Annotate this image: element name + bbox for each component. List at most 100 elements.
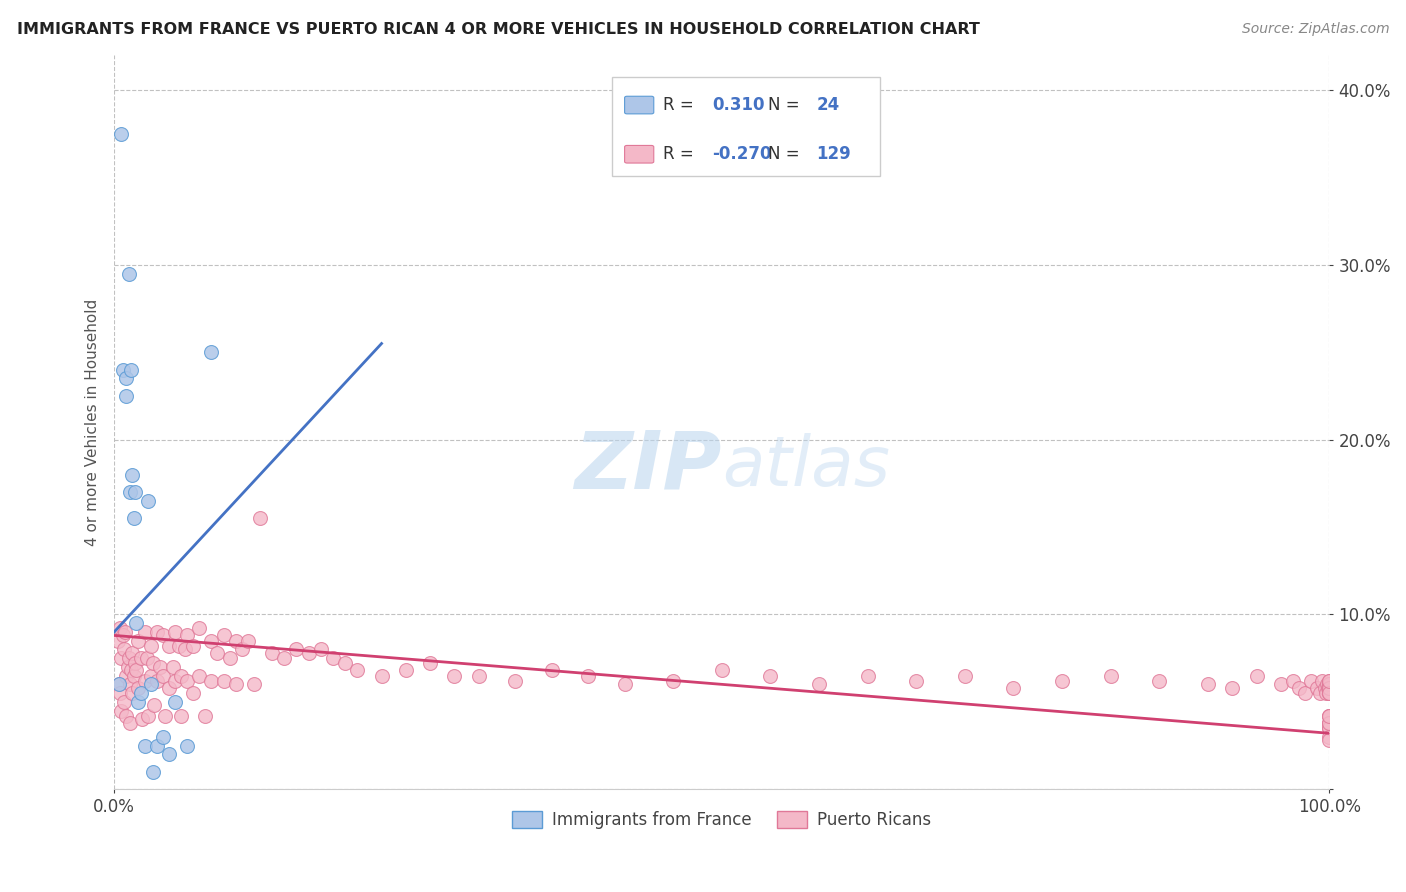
Point — [136, 708, 159, 723]
Point — [124, 657, 146, 671]
Point — [1315, 686, 1337, 700]
Point — [145, 624, 167, 639]
Point — [170, 668, 193, 682]
Point — [145, 673, 167, 688]
Point — [111, 363, 134, 377]
Point — [122, 668, 145, 682]
Point — [125, 664, 148, 678]
Point — [419, 657, 441, 671]
Point — [231, 642, 253, 657]
Point — [124, 485, 146, 500]
Point — [1319, 708, 1341, 723]
Point — [194, 708, 217, 723]
Point — [118, 677, 141, 691]
Point — [115, 389, 138, 403]
Text: Source: ZipAtlas.com: Source: ZipAtlas.com — [1241, 22, 1389, 37]
Point — [121, 467, 143, 482]
Point — [1310, 673, 1333, 688]
Point — [443, 668, 465, 682]
Point — [1319, 681, 1341, 695]
Text: 0.310: 0.310 — [711, 96, 765, 114]
Point — [1099, 668, 1122, 682]
Text: atlas: atlas — [721, 433, 890, 500]
Point — [114, 624, 136, 639]
Point — [298, 646, 321, 660]
Point — [1319, 686, 1341, 700]
Point — [108, 677, 131, 691]
Point — [162, 660, 184, 674]
Point — [110, 704, 132, 718]
Point — [128, 695, 150, 709]
Point — [125, 616, 148, 631]
Point — [118, 651, 141, 665]
Point — [157, 681, 180, 695]
Point — [1270, 677, 1292, 691]
Point — [108, 677, 131, 691]
Point — [808, 677, 831, 691]
Point — [128, 681, 150, 695]
Point — [236, 633, 259, 648]
Point — [1282, 673, 1305, 688]
Point — [1316, 677, 1339, 691]
Point — [176, 739, 198, 753]
Point — [273, 651, 295, 665]
Point — [134, 624, 156, 639]
Point — [200, 633, 222, 648]
Point — [181, 639, 204, 653]
Point — [1319, 681, 1341, 695]
Point — [212, 673, 235, 688]
Point — [134, 673, 156, 688]
Text: 129: 129 — [817, 145, 852, 163]
Point — [134, 739, 156, 753]
Point — [212, 628, 235, 642]
Text: IMMIGRANTS FROM FRANCE VS PUERTO RICAN 4 OR MORE VEHICLES IN HOUSEHOLD CORRELATI: IMMIGRANTS FROM FRANCE VS PUERTO RICAN 4… — [17, 22, 980, 37]
Point — [142, 657, 165, 671]
FancyBboxPatch shape — [624, 96, 654, 114]
Point — [262, 646, 284, 660]
Point — [163, 695, 186, 709]
Point — [188, 668, 211, 682]
Point — [131, 712, 153, 726]
Point — [136, 493, 159, 508]
Point — [1319, 708, 1341, 723]
Point — [139, 639, 162, 653]
Point — [152, 730, 174, 744]
Point — [225, 633, 247, 648]
Point — [112, 695, 135, 709]
Point — [953, 668, 976, 682]
Point — [1319, 708, 1341, 723]
Point — [322, 651, 344, 665]
Point — [1309, 686, 1331, 700]
Point — [346, 664, 368, 678]
Point — [225, 677, 247, 691]
Point — [1149, 673, 1171, 688]
Y-axis label: 4 or more Vehicles in Household: 4 or more Vehicles in Household — [86, 299, 100, 546]
Point — [1319, 673, 1341, 688]
Point — [1306, 681, 1329, 695]
Point — [152, 668, 174, 682]
Point — [176, 673, 198, 688]
Point — [181, 686, 204, 700]
Point — [163, 624, 186, 639]
Legend: Immigrants from France, Puerto Ricans: Immigrants from France, Puerto Ricans — [506, 805, 938, 836]
Point — [249, 511, 271, 525]
Point — [1319, 673, 1341, 688]
Point — [1246, 668, 1268, 682]
Point — [1301, 673, 1323, 688]
Point — [139, 677, 162, 691]
Point — [139, 668, 162, 682]
Point — [905, 673, 928, 688]
Point — [576, 668, 599, 682]
Point — [163, 673, 186, 688]
Point — [188, 622, 211, 636]
Point — [1313, 681, 1336, 695]
Point — [309, 642, 332, 657]
Point — [1319, 721, 1341, 735]
Text: -0.270: -0.270 — [711, 145, 772, 163]
Text: R =: R = — [664, 96, 700, 114]
Point — [117, 660, 139, 674]
Point — [1319, 715, 1341, 730]
Point — [1319, 677, 1341, 691]
Point — [121, 686, 143, 700]
Point — [1220, 681, 1243, 695]
